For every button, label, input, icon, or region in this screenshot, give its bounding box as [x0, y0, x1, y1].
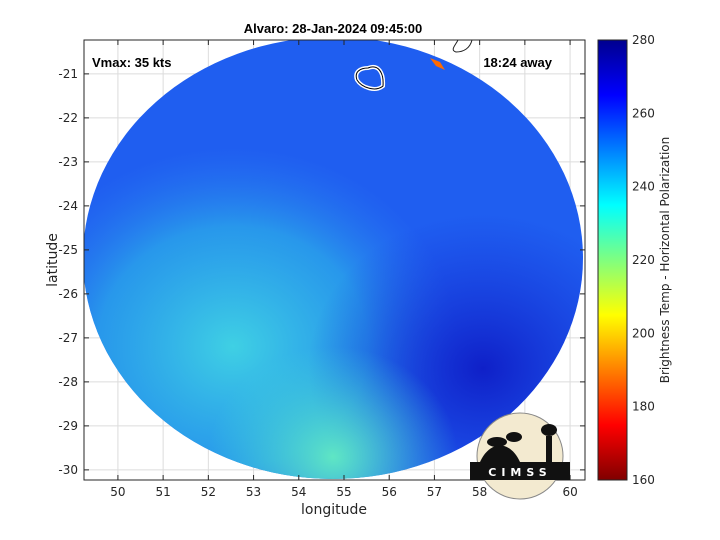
vmax-annotation: Vmax: 35 kts [92, 55, 172, 70]
x-tick-label: 55 [336, 485, 351, 499]
x-tick-label: 57 [427, 485, 442, 499]
colorbar-tick-label: 180 [632, 400, 655, 414]
colorbar-label: Brightness Temp - Horizontal Polarizatio… [658, 137, 672, 384]
x-tick-label: 56 [382, 485, 397, 499]
brightness-temp-image [84, 40, 583, 479]
colorbar-tick-label: 280 [632, 33, 655, 47]
y-tick-label: -29 [58, 419, 78, 433]
x-tick-label: 60 [562, 485, 577, 499]
x-axis-label: longitude [301, 502, 367, 518]
x-tick-label: 58 [472, 485, 487, 499]
x-tick-label: 50 [110, 485, 125, 499]
coastline [452, 40, 473, 53]
y-tick-label: -22 [58, 111, 78, 125]
warm-spot [430, 58, 445, 70]
y-axis-label: latitude [45, 233, 61, 287]
y-tick-label: -26 [58, 287, 78, 301]
x-tick-label: 51 [155, 485, 170, 499]
y-tick-label: -21 [58, 67, 78, 81]
axis-ticks: 5051525354555657585960-21-22-23-24-25-26… [58, 33, 655, 499]
colorbar-tick-label: 220 [632, 253, 655, 267]
x-tick-label: 53 [246, 485, 261, 499]
y-tick-label: -25 [58, 243, 78, 257]
cimss-logo-text: CIMSS [488, 466, 551, 479]
time-away-annotation: 18:24 away [483, 55, 552, 70]
cimss-logo: CIMSS [470, 412, 570, 500]
colorbar-tick-label: 200 [632, 326, 655, 340]
x-tick-label: 52 [201, 485, 216, 499]
y-tick-label: -30 [58, 463, 78, 477]
chart-title: Alvaro: 28-Jan-2024 09:45:00 [244, 21, 423, 36]
colorbar-tick-label: 160 [632, 473, 655, 487]
y-tick-label: -28 [58, 375, 78, 389]
y-tick-label: -27 [58, 331, 78, 345]
x-tick-label: 54 [291, 485, 306, 499]
y-tick-label: -24 [58, 199, 78, 213]
plot-frame [83, 39, 586, 481]
colorbar-tick-label: 260 [632, 106, 655, 120]
colorbar [597, 39, 628, 481]
colorbar-tick-label: 240 [632, 180, 655, 194]
y-tick-label: -23 [58, 155, 78, 169]
